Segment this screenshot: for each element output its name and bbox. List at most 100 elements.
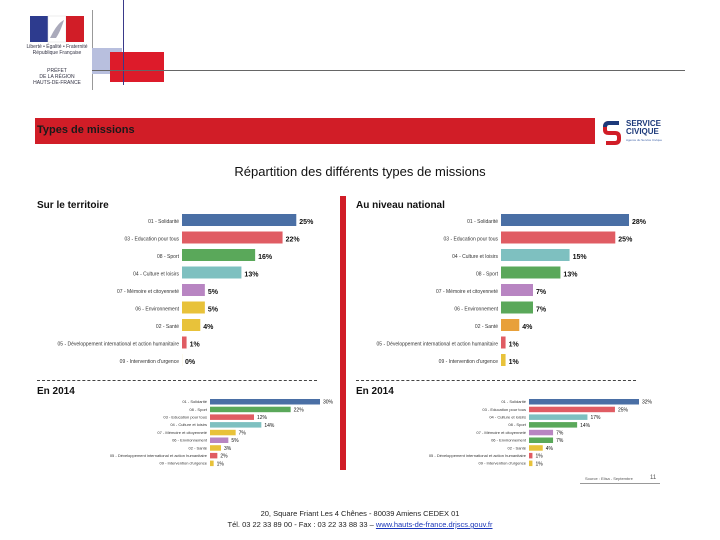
- bar: [501, 214, 629, 226]
- category-label: 09 - Intervention d'urgence: [479, 461, 527, 466]
- prefecture-logo: Liberté • Égalité • Fraternité Républiqu…: [22, 10, 93, 90]
- logo-region: DE LA RÉGION: [39, 74, 75, 80]
- value-label: 7%: [556, 430, 564, 436]
- value-label: 15%: [573, 254, 588, 261]
- logo-motto: Liberté • Égalité • Fraternité: [26, 44, 88, 50]
- value-label: 3%: [224, 446, 232, 452]
- service-civique-tagline: Agence du Service Civique: [626, 138, 663, 142]
- bar: [501, 249, 570, 261]
- category-label: 02 - Santé: [475, 324, 498, 330]
- bar-chart-2014-left: 01 - Solidarité 30% 08 - Sport 22% 03 - Educ…: [110, 399, 334, 467]
- category-label: 08 - Sport: [508, 422, 526, 427]
- service-civique-logo: SERVICE CIVIQUE: [626, 120, 661, 136]
- value-label: 25%: [299, 219, 314, 226]
- bar: [529, 406, 615, 413]
- category-label: 07 - Mémoire et citoyenneté: [117, 289, 179, 295]
- category-label: 06 - Environnement: [172, 438, 208, 443]
- bar: [529, 445, 543, 451]
- value-label: 1%: [535, 461, 543, 467]
- category-label: 07 - Mémoire et citoyenneté: [157, 430, 207, 435]
- dashed-separator-right: [356, 380, 636, 382]
- value-label: 1%: [535, 454, 543, 460]
- decor-vertical-line: [123, 0, 124, 85]
- bar: [210, 429, 236, 436]
- section-title: Types de missions: [37, 124, 135, 136]
- category-label: 04 - Culture et loisirs: [170, 422, 207, 427]
- bar: [529, 452, 533, 459]
- bar: [210, 422, 262, 428]
- chart-title-2014-right: En 2014: [356, 386, 394, 397]
- bar: [529, 422, 578, 428]
- value-label: 30%: [323, 400, 334, 406]
- value-label: 25%: [618, 237, 633, 244]
- category-label: 09 - Intervention d'urgence: [160, 461, 208, 466]
- bar: [182, 284, 205, 296]
- bar: [182, 336, 187, 349]
- marianne-flag-icon: [30, 15, 84, 43]
- value-label: 13%: [244, 272, 259, 279]
- bar: [210, 460, 214, 467]
- category-label: 05 - Développement international et acti…: [377, 342, 499, 348]
- value-label: 5%: [208, 289, 219, 296]
- bar: [529, 414, 588, 420]
- category-label: 09 - Intervention d'urgence: [439, 359, 499, 365]
- page-rule: [580, 483, 660, 484]
- category-label: 03 - Education pour tous: [444, 237, 499, 243]
- value-label: 28%: [632, 219, 647, 226]
- value-label: 1%: [509, 359, 520, 366]
- category-label: 05 - Développement international et acti…: [58, 342, 180, 348]
- chart-main-title: Répartition des différents types de miss…: [234, 164, 486, 179]
- decor-horizontal-line: [92, 70, 685, 71]
- category-label: 01 - Solidarité: [148, 219, 179, 225]
- bar: [182, 301, 205, 314]
- page-number: 11: [650, 475, 657, 481]
- bar: [501, 266, 561, 279]
- bar-chart-territory: 01 - Solidarité 25% 03 - Education pour to…: [58, 214, 314, 366]
- value-label: 17%: [590, 415, 601, 421]
- value-label: 12%: [257, 415, 268, 421]
- title-band: [35, 118, 595, 144]
- bar: [210, 406, 291, 413]
- bar: [210, 414, 254, 420]
- bar: [182, 231, 283, 244]
- footer-phone: Tél. 03 22 33 89 00 - Fax : 03 22 33 88 …: [227, 520, 376, 529]
- bar: [210, 399, 320, 405]
- footer-contact: Tél. 03 22 33 89 00 - Fax : 03 22 33 88 …: [160, 520, 560, 529]
- category-label: 01 - Solidarité: [501, 399, 526, 404]
- bar: [529, 399, 639, 405]
- bar: [210, 437, 229, 443]
- bar: [501, 284, 533, 296]
- category-label: 05 - Développement international et acti…: [429, 453, 527, 458]
- bar: [501, 231, 616, 244]
- bar: [182, 249, 256, 261]
- value-label: 1%: [509, 342, 520, 349]
- category-label: 01 - Solidarité: [182, 399, 207, 404]
- value-label: 4%: [522, 324, 533, 331]
- bar: [210, 452, 218, 459]
- value-label: 1%: [217, 461, 225, 467]
- logo-republique: République Française: [32, 50, 82, 56]
- category-label: 07 - Mémoire et citoyenneté: [476, 430, 526, 435]
- category-label: 03 - Education pour tous: [125, 237, 180, 243]
- category-label: 04 - Culture et loisirs: [489, 415, 526, 420]
- value-label: 4%: [203, 324, 214, 331]
- value-label: 7%: [239, 430, 247, 436]
- value-label: 5%: [231, 438, 239, 444]
- value-label: 32%: [642, 400, 653, 406]
- bar: [182, 266, 242, 279]
- category-label: 07 - Mémoire et citoyenneté: [436, 289, 498, 295]
- category-label: 06 - Environnement: [135, 307, 179, 313]
- bar: [182, 214, 297, 226]
- category-label: 04 - Culture et loisirs: [452, 254, 498, 260]
- footer-website-link[interactable]: www.hauts-de-france.drjscs.gouv.fr: [375, 520, 493, 529]
- bar: [501, 319, 520, 331]
- service-civique-line2: CIVIQUE: [626, 127, 659, 136]
- category-label: 01 - Solidarité: [467, 219, 498, 225]
- category-label: 03 - Education pour tous: [163, 415, 207, 420]
- value-label: 16%: [258, 254, 273, 261]
- value-label: 13%: [563, 272, 578, 279]
- value-label: 5%: [208, 307, 219, 314]
- source-note: Source : Elisa - Septembre: [585, 476, 633, 481]
- value-label: 14%: [580, 423, 591, 429]
- value-label: 25%: [618, 407, 629, 413]
